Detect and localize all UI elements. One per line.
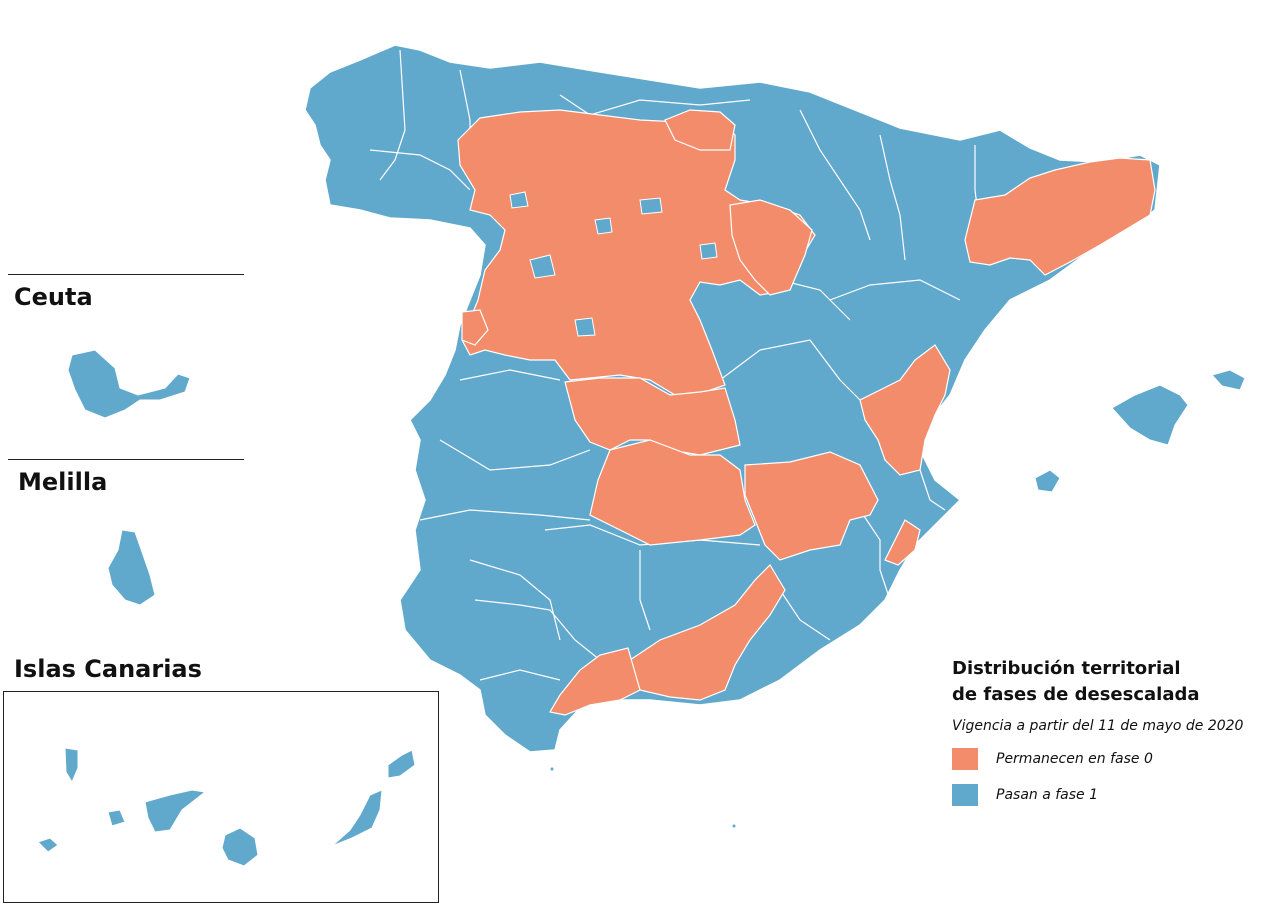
malaga-phase0 [549, 647, 641, 716]
legend-item-phase1: Pasan a fase 1 [952, 784, 1262, 806]
alicante-phase0 [884, 519, 921, 566]
granada-phase0 [629, 564, 786, 701]
legend-label-phase1: Pasan a fase 1 [996, 787, 1099, 803]
albacete-phase0 [744, 451, 879, 561]
ciudad-real-phase0 [589, 439, 756, 546]
menorca [1211, 369, 1246, 391]
legend-swatch-phase1 [952, 784, 978, 806]
mallorca [1111, 384, 1189, 446]
melilla-label: Melilla [18, 468, 108, 496]
alboran-dot [732, 824, 736, 828]
guadalajara-phase0 [729, 199, 813, 296]
legend-title-line2: de fases de desescalada [952, 684, 1200, 705]
cantabria-burgos-phase0 [664, 109, 736, 151]
west-strip-phase0 [461, 309, 489, 346]
phase0-regions [457, 109, 1156, 716]
legend: Distribución territorial de fases de des… [952, 656, 1262, 806]
balearic-islands [1034, 369, 1246, 493]
lanzarote [387, 749, 416, 779]
phase1-enclaves [509, 191, 718, 337]
canarias-label: Islas Canarias [14, 655, 202, 683]
ceuta-top-rule [8, 274, 244, 275]
canarias-inset-frame [3, 691, 439, 903]
gran-canaria [221, 827, 259, 867]
canary-islands [37, 747, 416, 867]
melilla-top-rule [8, 459, 244, 460]
legend-subtitle: Vigencia a partir del 11 de mayo de 2020 [952, 718, 1244, 734]
la-gomera [107, 809, 126, 827]
castilla-la-mancha-phase0 [564, 377, 741, 456]
legend-title-line1: Distribución territorial [952, 658, 1181, 679]
small-islet-dot [550, 767, 554, 771]
el-hierro [37, 837, 59, 853]
tenerife [144, 789, 207, 833]
legend-swatch-phase0 [952, 748, 978, 770]
catalonia-phase0 [964, 157, 1156, 276]
la-palma [64, 747, 79, 784]
ceuta-shape [67, 349, 191, 419]
melilla-shape [107, 529, 156, 606]
valencia-phase0 [859, 344, 951, 476]
legend-label-phase0: Permanecen en fase 0 [996, 751, 1153, 767]
fuerteventura [331, 789, 383, 847]
legend-item-phase0: Permanecen en fase 0 [952, 748, 1262, 770]
ibiza [1034, 469, 1061, 493]
ceuta-label: Ceuta [14, 283, 93, 311]
